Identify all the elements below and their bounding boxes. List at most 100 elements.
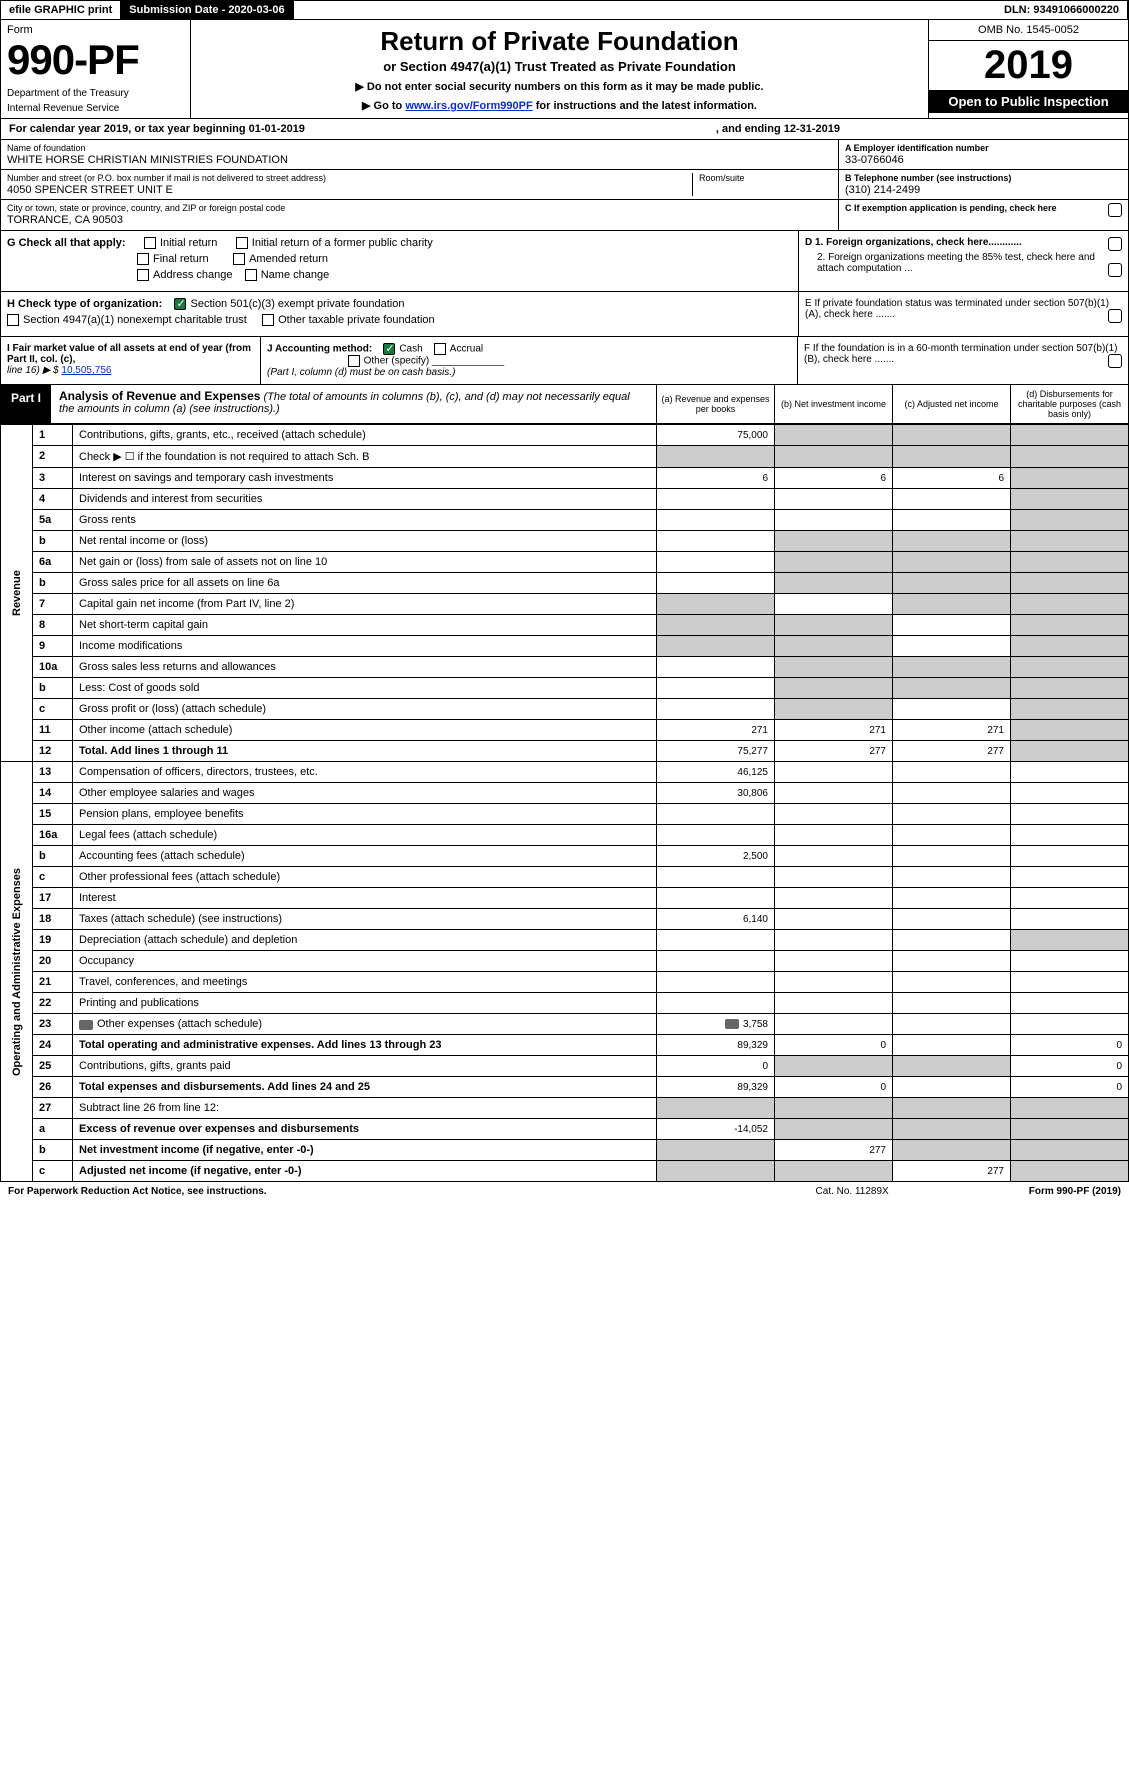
f-checkbox[interactable] — [1108, 354, 1122, 368]
line-27: 27Subtract line 26 from line 12: — [1, 1098, 1129, 1119]
col-b-2 — [775, 446, 893, 468]
line-23: 23Other expenses (attach schedule)3,758 — [1, 1014, 1129, 1035]
line-12: 12Total. Add lines 1 through 1175,277277… — [1, 741, 1129, 762]
section-g-d: G Check all that apply: Initial return I… — [0, 231, 1129, 292]
col-d-17 — [1011, 888, 1129, 909]
line-b: bNet rental income or (loss) — [1, 531, 1129, 552]
col-b-20 — [775, 951, 893, 972]
col-b-26: 0 — [775, 1077, 893, 1098]
line-2: 2Check ▶ ☐ if the foundation is not requ… — [1, 446, 1129, 468]
cb-4947[interactable] — [7, 314, 19, 326]
desc-15: Pension plans, employee benefits — [73, 804, 657, 825]
col-b-b — [775, 678, 893, 699]
side-revenue: Revenue — [1, 425, 33, 762]
cb-final[interactable] — [137, 253, 149, 265]
cb-address[interactable] — [137, 269, 149, 281]
d2-label: 2. Foreign organizations meeting the 85%… — [817, 252, 1095, 274]
col-b-5a — [775, 510, 893, 531]
schedule-icon[interactable] — [725, 1019, 739, 1029]
col-d-18 — [1011, 909, 1129, 930]
form-header: Form 990-PF Department of the Treasury I… — [0, 20, 1129, 119]
g-initial-former: Initial return of a former public charit… — [252, 237, 433, 249]
tel-label: B Telephone number (see instructions) — [845, 173, 1122, 183]
desc-21: Travel, conferences, and meetings — [73, 972, 657, 993]
desc-13: Compensation of officers, directors, tru… — [73, 762, 657, 783]
col-d-c — [1011, 867, 1129, 888]
note2-pre: ▶ Go to — [362, 100, 405, 112]
col-d-15 — [1011, 804, 1129, 825]
line-26: 26Total expenses and disbursements. Add … — [1, 1077, 1129, 1098]
irs-link[interactable]: www.irs.gov/Form990PF — [405, 100, 532, 112]
cat-no: Cat. No. 11289X — [816, 1186, 889, 1197]
form-number: 990-PF — [7, 36, 184, 84]
col-a-25: 0 — [657, 1056, 775, 1077]
line-24: 24Total operating and administrative exp… — [1, 1035, 1129, 1056]
col-c-b — [893, 531, 1011, 552]
cb-initial-former[interactable] — [236, 237, 248, 249]
col-b-24: 0 — [775, 1035, 893, 1056]
e-checkbox[interactable] — [1108, 309, 1122, 323]
foundation-city: TORRANCE, CA 90503 — [7, 214, 832, 226]
col-b-c — [775, 1161, 893, 1182]
cb-initial[interactable] — [144, 237, 156, 249]
col-c-9 — [893, 636, 1011, 657]
line-b: bNet investment income (if negative, ent… — [1, 1140, 1129, 1161]
c-checkbox[interactable] — [1108, 203, 1122, 217]
desc-8: Net short-term capital gain — [73, 615, 657, 636]
cb-501c3[interactable] — [174, 298, 186, 310]
col-d-11 — [1011, 720, 1129, 741]
desc-23: Other expenses (attach schedule) — [73, 1014, 657, 1035]
line-6a: 6aNet gain or (loss) from sale of assets… — [1, 552, 1129, 573]
col-a-18: 6,140 — [657, 909, 775, 930]
desc-22: Printing and publications — [73, 993, 657, 1014]
desc-16a: Legal fees (attach schedule) — [73, 825, 657, 846]
cb-other-method[interactable] — [348, 355, 360, 367]
col-c-b — [893, 573, 1011, 594]
name-label: Name of foundation — [7, 143, 832, 153]
j-label: J Accounting method: — [267, 344, 372, 355]
desc-9: Income modifications — [73, 636, 657, 657]
cb-accrual[interactable] — [434, 343, 446, 355]
col-d-13 — [1011, 762, 1129, 783]
title-note2: ▶ Go to www.irs.gov/Form990PF for instru… — [197, 99, 922, 112]
col-d-16a — [1011, 825, 1129, 846]
col-a-11: 271 — [657, 720, 775, 741]
desc-20: Occupancy — [73, 951, 657, 972]
line-16a: 16aLegal fees (attach schedule) — [1, 825, 1129, 846]
col-c-17 — [893, 888, 1011, 909]
desc-25: Contributions, gifts, grants paid — [73, 1056, 657, 1077]
line-11: 11Other income (attach schedule)27127127… — [1, 720, 1129, 741]
col-d-a — [1011, 1119, 1129, 1140]
line-13: Operating and Administrative Expenses13C… — [1, 762, 1129, 783]
col-d-b — [1011, 846, 1129, 867]
schedule-icon[interactable] — [79, 1020, 93, 1030]
col-c-8 — [893, 615, 1011, 636]
col-b-16a — [775, 825, 893, 846]
col-a-b — [657, 1140, 775, 1161]
desc-14: Other employee salaries and wages — [73, 783, 657, 804]
dept-treasury: Department of the Treasury — [7, 88, 184, 99]
col-b-1 — [775, 425, 893, 446]
cb-cash[interactable] — [383, 343, 395, 355]
j-accrual: Accrual — [450, 344, 483, 355]
col-b-b — [775, 573, 893, 594]
col-b-15 — [775, 804, 893, 825]
d1-checkbox[interactable] — [1108, 237, 1122, 251]
col-b-3: 6 — [775, 468, 893, 489]
col-d-26: 0 — [1011, 1077, 1129, 1098]
line-14: 14Other employee salaries and wages30,80… — [1, 783, 1129, 804]
g-name: Name change — [261, 269, 330, 281]
line-a: aExcess of revenue over expenses and dis… — [1, 1119, 1129, 1140]
col-d-3 — [1011, 468, 1129, 489]
col-a-26: 89,329 — [657, 1077, 775, 1098]
col-b-22 — [775, 993, 893, 1014]
tel-value: (310) 214-2499 — [845, 184, 1122, 196]
cb-name[interactable] — [245, 269, 257, 281]
cb-other-tax[interactable] — [262, 314, 274, 326]
d2-checkbox[interactable] — [1108, 263, 1122, 277]
fmv-link[interactable]: 10,505,756 — [61, 365, 111, 376]
col-a-15 — [657, 804, 775, 825]
j-cash: Cash — [399, 344, 422, 355]
cb-amended[interactable] — [233, 253, 245, 265]
col-d-b — [1011, 573, 1129, 594]
